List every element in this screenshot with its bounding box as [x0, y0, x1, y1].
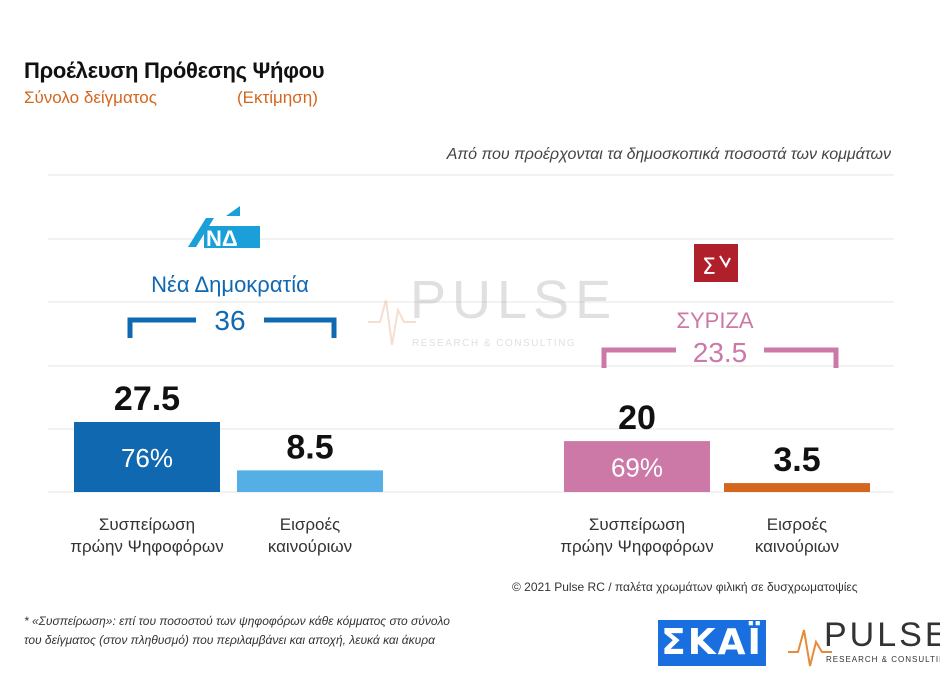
bar-nd-inflow	[237, 470, 383, 492]
footnote-line-1: * «Συσπείρωση»: επί του ποσοστού των ψηφ…	[24, 614, 450, 628]
bar-syriza-retention	[564, 441, 710, 492]
pulse-logo-text: PULSE	[824, 616, 940, 654]
chart-title: Προέλευση Πρόθεσης Ψήφου	[24, 58, 325, 83]
chart-caption: Από που προέρχονται τα δημοσκοπικά ποσοσ…	[446, 146, 891, 163]
watermark-pulse-line-icon	[368, 299, 416, 346]
bar-value-label: 8.5	[286, 428, 333, 466]
bar-value-label: 3.5	[773, 441, 820, 479]
bar-nd-retention	[74, 422, 220, 492]
category-label: Συσπείρωση	[99, 515, 195, 534]
pulse-watermark: PULSE RESEARCH & CONSULTING	[368, 270, 617, 349]
copyright-note: © 2021 Pulse RC / παλέτα χρωμάτων φιλική…	[512, 580, 858, 594]
watermark-tagline: RESEARCH & CONSULTING	[412, 338, 576, 349]
skai-logo-text: ΣΚΑΪ	[661, 622, 763, 663]
nd-total-bracket	[127, 317, 337, 338]
pulse-logo: PULSE RESEARCH & CONSULTING	[788, 616, 940, 667]
syriza-logo-text: Σ	[702, 255, 716, 280]
category-label: Εισροές	[767, 515, 828, 534]
bar-value-label: 20	[618, 399, 656, 437]
chart-subtitle-note: (Εκτίμηση)	[237, 88, 318, 107]
category-label: Εισροές	[280, 515, 341, 534]
bar-value-label: 27.5	[114, 380, 180, 418]
syriza-total-value: 23.5	[693, 337, 748, 368]
bars-group: 27.5 76% Συσπείρωση πρώην Ψηφοφόρων 8.5 Εισρο…	[70, 380, 870, 556]
syriza-logo-icon: Σ	[694, 244, 738, 282]
nd-logo-text: ΝΔ	[206, 226, 238, 251]
nd-total-value: 36	[214, 305, 245, 336]
category-label: Συσπείρωση	[589, 515, 685, 534]
category-label: καινούριων	[268, 537, 352, 556]
category-label: πρώην Ψηφοφόρων	[560, 537, 713, 556]
bar-inner-percent: 69%	[611, 453, 663, 483]
footnote-line-2: του δείγματος (στον πληθυσμό) που περιλα…	[24, 633, 435, 647]
category-label: καινούριων	[755, 537, 839, 556]
category-label: πρώην Ψηφοφόρων	[70, 537, 223, 556]
skai-logo: ΣΚΑΪ	[658, 620, 766, 666]
watermark-brand: PULSE	[410, 270, 617, 330]
nd-logo-icon: ΝΔ	[188, 206, 260, 251]
pulse-logo-tagline: RESEARCH & CONSULTING	[826, 655, 940, 664]
bar-syriza-inflow	[724, 483, 870, 492]
party-name-syriza: ΣΥΡΙΖΑ	[676, 308, 753, 333]
pulse-line-icon	[788, 629, 832, 667]
chart-subtitle: Σύνολο δείγματος	[24, 88, 157, 107]
party-name-nd: Νέα Δημοκρατία	[151, 272, 309, 297]
bar-inner-percent: 76%	[121, 443, 173, 473]
syriza-total-bracket	[601, 347, 839, 368]
footnote: * «Συσπείρωση»: επί του ποσοστού των ψηφ…	[24, 612, 624, 650]
